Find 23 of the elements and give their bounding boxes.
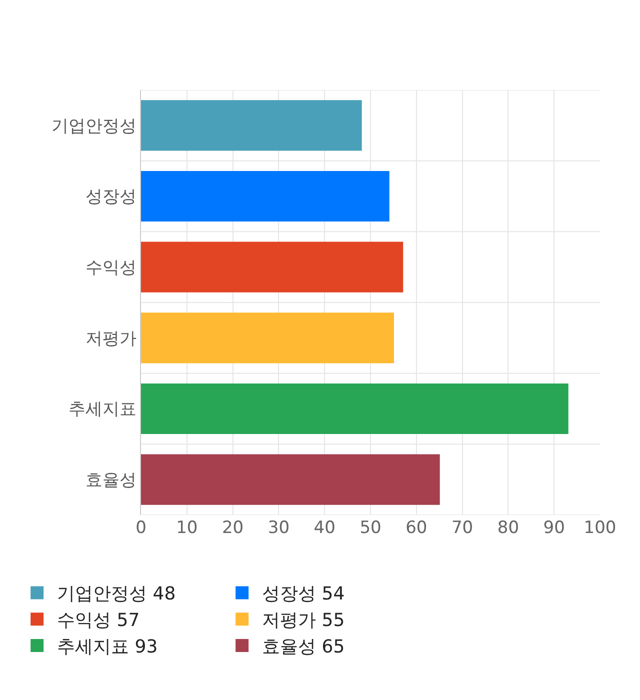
y-tick-label: 성장성 (86, 187, 137, 208)
x-tick-label: 10 (176, 518, 198, 538)
y-tick-label: 저평가 (86, 328, 137, 349)
x-tick-label: 50 (360, 518, 382, 538)
y-tick-label: 수익성 (86, 258, 137, 278)
legend-label: 저평가 55 (262, 610, 345, 632)
x-tick-label: 30 (268, 518, 290, 538)
x-tick-label: 80 (497, 518, 520, 538)
legend-label: 성장성 54 (262, 584, 345, 605)
x-tick-label: 70 (451, 518, 474, 538)
legend-label: 수익성 57 (57, 610, 140, 632)
x-tick-label: 40 (314, 518, 336, 538)
x-tick-label: 0 (136, 518, 146, 538)
legend-label: 추세지표 93 (57, 636, 158, 658)
y-tick-label: 추세지표 (68, 400, 137, 420)
legend-label: 효율성 65 (262, 636, 345, 658)
x-tick-label: 100 (584, 518, 616, 538)
y-tick-label: 효율성 (86, 470, 137, 491)
y-tick-label: 기업안정성 (52, 116, 137, 136)
legend-label: 기업안정성 48 (57, 584, 176, 605)
x-tick-label: 60 (406, 518, 428, 538)
x-tick-label: 20 (222, 518, 244, 538)
x-tick-label: 90 (543, 518, 565, 538)
